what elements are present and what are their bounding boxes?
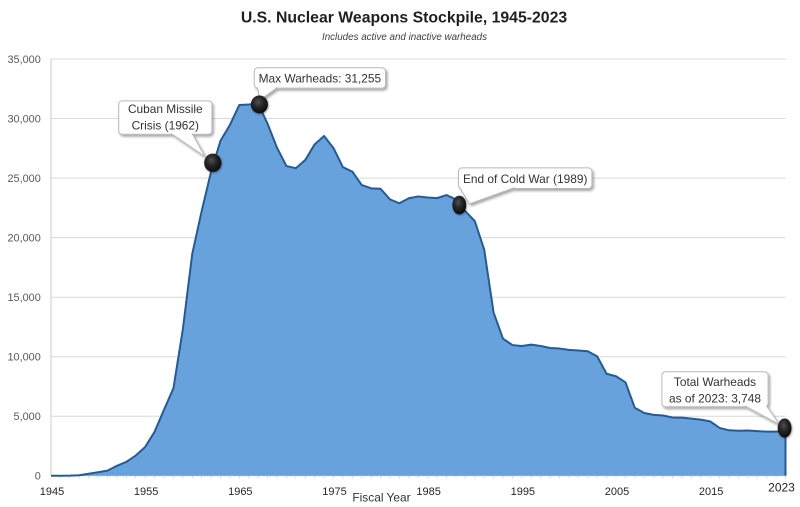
svg-text:20,000: 20,000 bbox=[7, 233, 40, 245]
svg-text:1995: 1995 bbox=[511, 486, 535, 498]
svg-text:1955: 1955 bbox=[134, 486, 158, 498]
svg-text:as of 2023: 3,748: as of 2023: 3,748 bbox=[669, 391, 761, 405]
svg-text:1975: 1975 bbox=[322, 486, 346, 498]
svg-text:Cuban Missile: Cuban Missile bbox=[128, 102, 203, 116]
svg-text:15,000: 15,000 bbox=[7, 292, 40, 304]
svg-text:2005: 2005 bbox=[605, 486, 629, 498]
svg-text:Includes active and inactive w: Includes active and inactive warheads bbox=[322, 32, 487, 43]
svg-text:35,000: 35,000 bbox=[7, 54, 40, 66]
svg-text:Total Warheads: Total Warheads bbox=[674, 375, 756, 389]
svg-text:U.S. Nuclear Weapons Stockpile: U.S. Nuclear Weapons Stockpile, 1945-202… bbox=[241, 10, 568, 27]
svg-text:2015: 2015 bbox=[699, 486, 723, 498]
svg-text:2023: 2023 bbox=[768, 481, 795, 495]
svg-text:30,000: 30,000 bbox=[7, 113, 40, 125]
svg-text:10,000: 10,000 bbox=[7, 352, 40, 364]
svg-text:25,000: 25,000 bbox=[7, 173, 40, 185]
svg-text:1965: 1965 bbox=[228, 486, 252, 498]
svg-text:1985: 1985 bbox=[416, 486, 440, 498]
svg-text:Crisis (1962): Crisis (1962) bbox=[132, 119, 199, 133]
svg-text:1945: 1945 bbox=[40, 486, 64, 498]
svg-text:End of Cold War (1989): End of Cold War (1989) bbox=[463, 172, 588, 186]
svg-text:0: 0 bbox=[35, 471, 41, 483]
svg-text:Fiscal Year: Fiscal Year bbox=[352, 491, 410, 505]
svg-text:5,000: 5,000 bbox=[14, 411, 41, 423]
svg-text:Max Warheads: 31,255: Max Warheads: 31,255 bbox=[259, 72, 382, 86]
